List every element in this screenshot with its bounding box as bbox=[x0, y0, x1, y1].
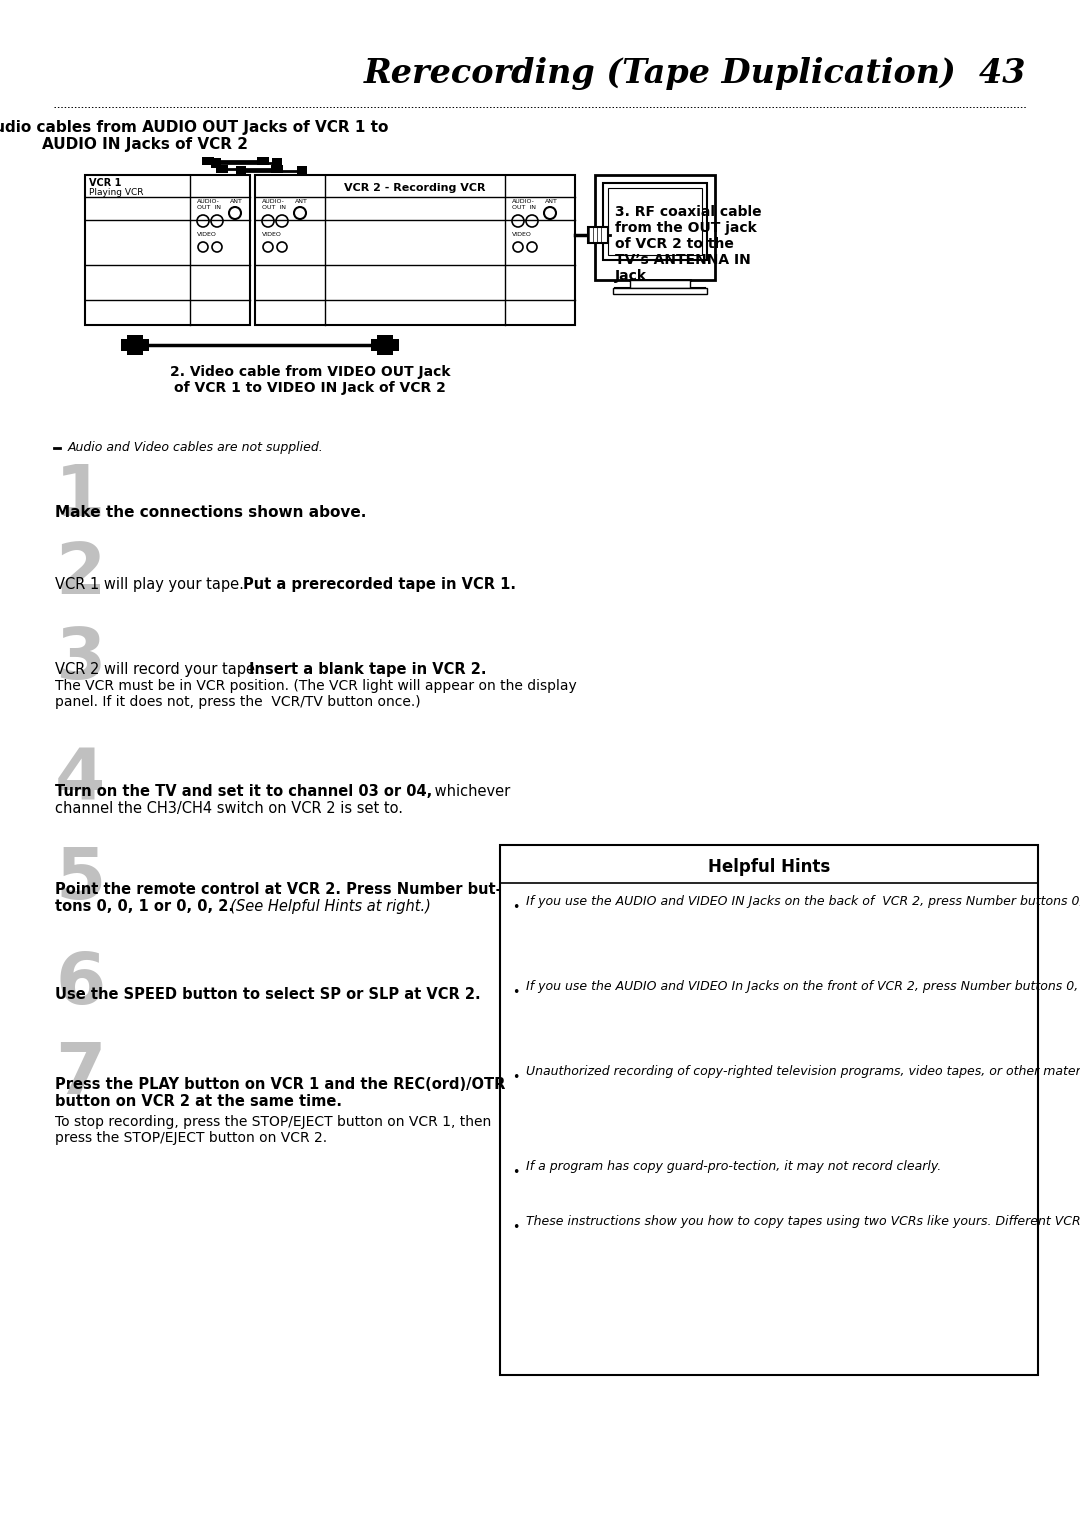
Text: •: • bbox=[512, 1221, 519, 1235]
Text: VCR 2 will record your tape.: VCR 2 will record your tape. bbox=[55, 662, 265, 677]
Bar bbox=[377, 335, 393, 341]
Text: 3: 3 bbox=[55, 625, 106, 694]
Text: •: • bbox=[512, 1166, 519, 1180]
Text: Put a prerecorded tape in VCR 1.: Put a prerecorded tape in VCR 1. bbox=[243, 578, 516, 591]
Text: Audio and Video cables are not supplied.: Audio and Video cables are not supplied. bbox=[68, 442, 324, 454]
Text: Use the SPEED button to select SP or SLP at VCR 2.: Use the SPEED button to select SP or SLP… bbox=[55, 987, 481, 1002]
Text: VCR 1 will play your tape.: VCR 1 will play your tape. bbox=[55, 578, 248, 591]
Text: 4: 4 bbox=[55, 746, 106, 814]
Text: 6: 6 bbox=[55, 950, 105, 1019]
Text: Rerecording (Tape Duplication)  43: Rerecording (Tape Duplication) 43 bbox=[364, 57, 1026, 90]
Text: VIDEO: VIDEO bbox=[197, 232, 217, 237]
Text: channel the CH3/CH4 switch on VCR 2 is set to.: channel the CH3/CH4 switch on VCR 2 is s… bbox=[55, 801, 403, 816]
Bar bbox=[613, 287, 707, 293]
Text: Playing VCR: Playing VCR bbox=[89, 188, 144, 197]
Text: 1: 1 bbox=[55, 461, 106, 532]
Text: TV’s ANTENNA IN: TV’s ANTENNA IN bbox=[615, 254, 751, 267]
Text: whichever: whichever bbox=[430, 784, 510, 799]
Text: OUT  IN: OUT IN bbox=[197, 205, 221, 209]
Bar bbox=[216, 165, 228, 173]
Text: VCR 2 - Recording VCR: VCR 2 - Recording VCR bbox=[345, 183, 486, 193]
Text: Turn on the TV and set it to channel 03 or 04,: Turn on the TV and set it to channel 03 … bbox=[55, 784, 432, 799]
Bar bbox=[297, 167, 307, 176]
Bar bbox=[127, 335, 143, 341]
Text: To stop recording, press the STOP/EJECT button on VCR 1, then: To stop recording, press the STOP/EJECT … bbox=[55, 1115, 491, 1129]
Text: 7: 7 bbox=[55, 1041, 106, 1109]
Text: Make the connections shown above.: Make the connections shown above. bbox=[55, 504, 366, 520]
Bar bbox=[500, 845, 1038, 1375]
Text: •: • bbox=[512, 1071, 519, 1083]
Bar bbox=[211, 157, 221, 168]
Bar bbox=[257, 157, 269, 165]
Text: button on VCR 2 at the same time.: button on VCR 2 at the same time. bbox=[55, 1094, 342, 1109]
Text: AUDIO IN Jacks of VCR 2: AUDIO IN Jacks of VCR 2 bbox=[42, 138, 248, 151]
Text: Unauthorized recording of copy­righted television programs, video tapes, or othe: Unauthorized recording of copy­righted t… bbox=[526, 1065, 1080, 1077]
Text: press the STOP/EJECT button on VCR 2.: press the STOP/EJECT button on VCR 2. bbox=[55, 1131, 327, 1144]
Text: Helpful Hints: Helpful Hints bbox=[707, 859, 831, 876]
Text: 1. Audio cables from AUDIO OUT Jacks of VCR 1 to: 1. Audio cables from AUDIO OUT Jacks of … bbox=[0, 121, 389, 134]
Text: •: • bbox=[512, 986, 519, 999]
Text: These instructions show you how to copy tapes using two VCRs like yours. Differe: These instructions show you how to copy … bbox=[526, 1215, 1080, 1229]
Text: panel. If it does not, press the  VCR/TV button once.): panel. If it does not, press the VCR/TV … bbox=[55, 695, 420, 709]
Text: If you use the AUDIO and VIDEO IN Jacks on the back of  VCR 2, press Number butt: If you use the AUDIO and VIDEO IN Jacks … bbox=[526, 895, 1080, 908]
Bar bbox=[255, 176, 575, 325]
Text: of VCR 1 to VIDEO IN Jack of VCR 2: of VCR 1 to VIDEO IN Jack of VCR 2 bbox=[174, 380, 446, 396]
Bar bbox=[372, 339, 399, 351]
Text: OUT  IN: OUT IN bbox=[262, 205, 286, 209]
Bar bbox=[630, 280, 690, 287]
Text: Jack: Jack bbox=[615, 269, 647, 283]
Text: 3. RF coaxial cable: 3. RF coaxial cable bbox=[615, 205, 761, 219]
Text: ANT: ANT bbox=[545, 199, 558, 205]
Text: (See Helpful Hints at right.): (See Helpful Hints at right.) bbox=[221, 898, 431, 914]
Text: from the OUT jack: from the OUT jack bbox=[615, 222, 757, 235]
Bar bbox=[202, 157, 214, 165]
Text: tons 0, 0, 1 or 0, 0, 2.: tons 0, 0, 1 or 0, 0, 2. bbox=[55, 898, 234, 914]
Text: 2: 2 bbox=[55, 539, 105, 610]
Text: Insert a blank tape in VCR 2.: Insert a blank tape in VCR 2. bbox=[249, 662, 486, 677]
Text: If a program has copy guard-pro­tection, it may not record clearly.: If a program has copy guard-pro­tection,… bbox=[526, 1160, 942, 1174]
Text: AUDIO-: AUDIO- bbox=[512, 199, 535, 205]
Text: of VCR 2 to the: of VCR 2 to the bbox=[615, 237, 734, 251]
Bar bbox=[85, 176, 249, 325]
Text: OUT  IN: OUT IN bbox=[512, 205, 536, 209]
Text: 2. Video cable from VIDEO OUT Jack: 2. Video cable from VIDEO OUT Jack bbox=[170, 365, 450, 379]
Text: •: • bbox=[512, 902, 519, 914]
Bar bbox=[595, 176, 715, 280]
Bar bbox=[377, 351, 393, 354]
Bar bbox=[271, 165, 283, 173]
Text: AUDIO-: AUDIO- bbox=[262, 199, 285, 205]
Bar bbox=[588, 228, 608, 243]
Text: ANT: ANT bbox=[295, 199, 308, 205]
Bar bbox=[272, 157, 282, 168]
Bar bbox=[121, 339, 149, 351]
Text: Point the remote control at VCR 2. Press Number but-: Point the remote control at VCR 2. Press… bbox=[55, 882, 501, 897]
Text: AUDIO-: AUDIO- bbox=[197, 199, 220, 205]
Bar bbox=[237, 167, 246, 176]
Text: ANT: ANT bbox=[230, 199, 243, 205]
Text: 5: 5 bbox=[55, 845, 105, 914]
Bar bbox=[608, 188, 702, 255]
Bar bbox=[603, 183, 707, 260]
Text: The VCR must be in VCR position. (The VCR light will appear on the display: The VCR must be in VCR position. (The VC… bbox=[55, 678, 577, 694]
Text: VIDEO: VIDEO bbox=[262, 232, 282, 237]
Text: VCR 1: VCR 1 bbox=[89, 177, 121, 188]
Text: If you use the AUDIO and VIDEO In Jacks on the front of VCR 2, press Number butt: If you use the AUDIO and VIDEO In Jacks … bbox=[526, 979, 1080, 993]
Text: VIDEO: VIDEO bbox=[512, 232, 531, 237]
Bar bbox=[127, 351, 143, 354]
Text: Press the PLAY button on VCR 1 and the REC(ord)/OTR: Press the PLAY button on VCR 1 and the R… bbox=[55, 1077, 505, 1093]
